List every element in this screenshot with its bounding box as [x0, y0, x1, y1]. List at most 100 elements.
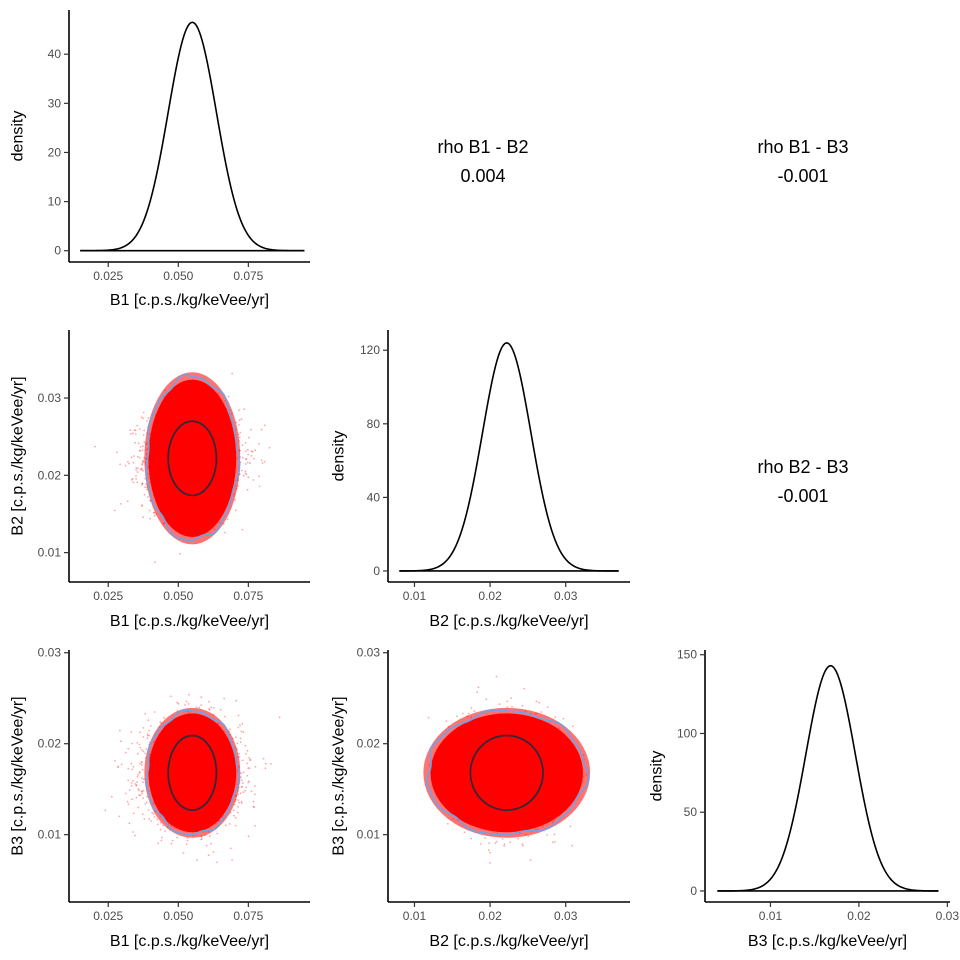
b1-b3-point: [212, 851, 215, 853]
b1-b2-point: [135, 469, 138, 471]
b1-b3-point: [131, 742, 133, 745]
b1-b3-point: [119, 729, 121, 732]
b2-b3-point: [503, 843, 506, 845]
b1-b3-point: [144, 712, 147, 715]
panel-rho-b1-b3: rho B1 - B3 -0.001: [757, 137, 848, 186]
b1-b3-point: [169, 695, 172, 698]
b1-b2-point: [245, 450, 247, 453]
b1-b3-point: [209, 835, 211, 838]
b1-b3-point: [177, 702, 180, 705]
b1-b3-point: [238, 801, 241, 804]
b1-b2-point: [142, 469, 145, 472]
b1-density-y-tick-label-4: 40: [48, 47, 62, 61]
b1-b2-point: [135, 467, 138, 469]
b1-b2-x-tick-label-0: 0.025: [93, 589, 123, 603]
b2-b3-point: [463, 831, 466, 834]
b1-b3-point: [130, 784, 133, 787]
b1-b3-point: [234, 816, 237, 819]
b1-b2-point: [260, 428, 263, 431]
b1-b2-point: [263, 460, 266, 463]
b1-b3-point: [185, 843, 188, 845]
b1-b2-point: [153, 514, 156, 517]
b1-density-y-tick-label-1: 10: [48, 195, 62, 209]
b1-b3-point: [236, 811, 239, 814]
b2-density-x-label: B2 [c.p.s./kg/keVee/yr]: [429, 613, 588, 630]
b1-b3-point: [134, 783, 137, 785]
b1-b3-point: [253, 806, 255, 809]
b1-b3-point: [188, 693, 190, 696]
b1-b3-point: [208, 708, 211, 710]
b1-b2-point: [240, 418, 243, 421]
b1-b3-point: [233, 809, 235, 812]
b1-b3-point: [237, 714, 240, 717]
b1-b3-point: [164, 830, 167, 832]
b1-b2-point: [136, 467, 139, 469]
b1-b3-point: [146, 737, 149, 739]
b1-b3-point: [146, 734, 149, 737]
b1-b3-point: [160, 839, 163, 842]
b1-b2-point: [147, 417, 150, 419]
b1-b3-point: [146, 733, 149, 735]
b1-b3-point: [139, 746, 142, 749]
b1-b3-point: [132, 812, 135, 815]
b1-b2-point: [136, 481, 139, 484]
b1-b2-point: [263, 424, 266, 427]
b1-b2-point: [141, 463, 144, 466]
b1-b2-point: [130, 456, 133, 459]
panel-b2-b3-scatter: 0.01 0.02 0.030.010.020.03 B2 [c.p.s./kg/k…: [331, 646, 630, 950]
b1-b3-point: [141, 777, 143, 780]
b1-b3-point: [205, 844, 208, 847]
b1-b3-point: [244, 744, 247, 747]
b1-b2-point: [147, 496, 149, 498]
b1-b2-point: [260, 459, 263, 462]
b1-b2-point: [250, 428, 252, 431]
b1-b2-point: [241, 444, 244, 447]
b1-b2-point: [127, 460, 129, 463]
b2-b3-point: [461, 712, 464, 715]
b1-b2-point: [142, 461, 145, 463]
b2-density-y-label: density: [331, 431, 348, 482]
b1-b2-point: [241, 456, 244, 459]
b1-b3-point: [163, 716, 166, 719]
b1-b2-point: [245, 458, 247, 461]
b1-b2-point: [253, 457, 255, 460]
b1-b3-point: [150, 725, 152, 727]
b1-b2-point: [141, 505, 143, 507]
b1-b3-point: [136, 781, 139, 784]
b1-b3-point: [148, 818, 151, 820]
b1-b3-point: [240, 772, 242, 774]
b2-density-y-tick-label-2: 80: [367, 417, 381, 431]
b1-b2-point: [130, 478, 133, 481]
b1-b2-x-label: B1 [c.p.s./kg/keVee/yr]: [110, 613, 269, 630]
b1-b2-point: [135, 475, 137, 477]
b1-b2-point: [238, 409, 240, 412]
b1-b3-point: [241, 759, 244, 762]
b1-b3-point: [242, 782, 244, 784]
b1-b2-point: [254, 449, 257, 452]
b1-b2-point: [119, 463, 121, 466]
b1-b2-point: [135, 433, 137, 435]
b1-b3-point: [144, 752, 147, 755]
b2-density-x-tick-label-0: 0.01: [403, 589, 427, 603]
b1-density-x-label: B1 [c.p.s./kg/keVee/yr]: [110, 292, 269, 309]
b1-b3-point: [187, 703, 190, 705]
b1-b3-point: [237, 726, 240, 729]
b1-b2-point: [136, 455, 139, 458]
b1-b3-point: [135, 796, 138, 799]
b2-density-y-tick-label-1: 40: [367, 490, 381, 504]
b1-density-curve: [80, 21, 305, 252]
panel-rho-b2-b3: rho B2 - B3 -0.001: [757, 457, 848, 506]
b1-b2-point: [244, 472, 247, 475]
b1-b3-point: [254, 793, 256, 796]
b1-b2-point: [252, 479, 255, 481]
b2-density-y-tick-label-3: 120: [360, 343, 380, 357]
b1-b3-point: [254, 765, 257, 768]
b1-density-x-tick-label-0: 0.025: [93, 269, 123, 283]
b1-b3-point: [124, 792, 127, 795]
b1-b3-point: [142, 797, 144, 800]
b1-b2-point: [244, 463, 247, 465]
b1-b2-point: [141, 504, 144, 506]
